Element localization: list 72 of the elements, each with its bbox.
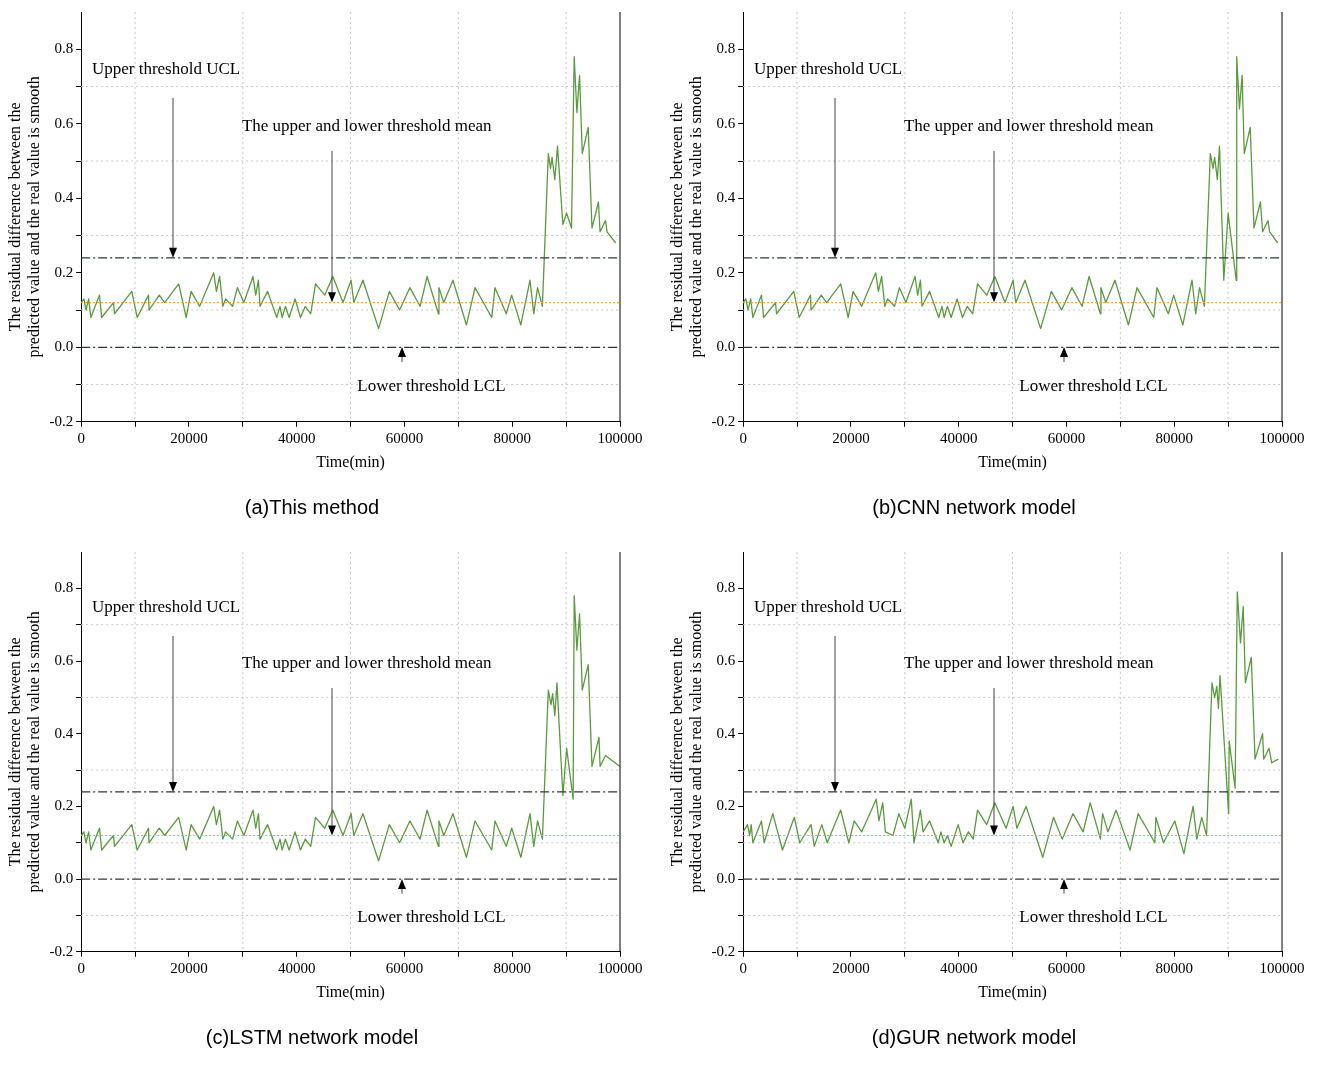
x-tick-label: 80000 — [1155, 959, 1193, 976]
x-tick-label: 20000 — [170, 959, 208, 976]
y-tick-label: -0.2 — [711, 942, 736, 959]
y-tick-label: 0.2 — [716, 797, 736, 814]
ref-line-label: The upper and lower threshold mean — [903, 653, 1155, 673]
x-axis-title: Time(min) — [316, 982, 385, 1001]
y-tick-label: 0.4 — [54, 724, 74, 741]
x-axis-title: Time(min) — [316, 452, 385, 471]
y-tick-label: 0.2 — [716, 263, 736, 280]
text: (b)CNN network model — [872, 495, 1076, 518]
y-tick-label: 0.0 — [716, 870, 736, 887]
y-tick-label: 0.4 — [716, 189, 736, 206]
x-tick-label: 60000 — [385, 429, 424, 446]
y-tick-label: -0.2 — [49, 412, 74, 429]
text: (d)GUR network model — [871, 1025, 1077, 1048]
y-axis-title: The residual difference between the predicted value and the real value is smooth — [5, 611, 43, 893]
ref-line-label: The upper and lower threshold mean — [241, 116, 493, 136]
x-tick-label: 40000 — [939, 959, 978, 976]
x-tick-label: 0 — [77, 959, 85, 976]
x-tick-label: 0 — [739, 429, 747, 446]
x-tick-label: 100000 — [597, 959, 643, 976]
x-tick-label: 60000 — [1047, 429, 1086, 446]
y-tick-label: 0.6 — [716, 114, 736, 131]
x-tick-label: 80000 — [493, 959, 531, 976]
ref-line-label: Lower threshold LCL — [1019, 907, 1168, 927]
x-tick-label: 100000 — [597, 429, 643, 446]
y-axis-title: The residual difference between the predicted value and the real value is smooth — [667, 611, 705, 893]
y-tick-label: 0.4 — [716, 724, 736, 741]
y-tick-label: 0.4 — [54, 189, 74, 206]
x-tick-label: 100000 — [1259, 429, 1305, 446]
x-axis-title: Time(min) — [978, 982, 1047, 1001]
x-axis-title: Time(min) — [978, 452, 1047, 471]
y-axis-title: The residual difference between the predicted value and the real value is smooth — [667, 76, 705, 358]
y-tick-label: 0.8 — [54, 40, 74, 57]
text: (a)This method — [244, 495, 380, 518]
x-tick-label: 60000 — [1047, 959, 1086, 976]
x-tick-label: 40000 — [939, 429, 978, 446]
y-tick-label: 0.0 — [54, 870, 74, 887]
y-tick-label: -0.2 — [49, 942, 74, 959]
x-tick-label: 60000 — [385, 959, 424, 976]
y-tick-label: 0.8 — [54, 579, 74, 596]
x-tick-label: 40000 — [277, 429, 316, 446]
y-tick-label: -0.2 — [711, 412, 736, 429]
text: (c)LSTM network model — [205, 1025, 419, 1048]
y-tick-label: 0.8 — [716, 579, 736, 596]
ref-line-label: Upper threshold UCL — [753, 597, 903, 617]
y-tick-label: 0.6 — [716, 651, 736, 668]
ref-line-label: The upper and lower threshold mean — [903, 116, 1155, 136]
y-tick-label: 0.0 — [54, 338, 74, 355]
x-tick-label: 20000 — [832, 959, 870, 976]
x-tick-label: 100000 — [1259, 959, 1305, 976]
x-tick-label: 80000 — [1155, 429, 1193, 446]
y-tick-label: 0.2 — [54, 797, 74, 814]
x-tick-label: 80000 — [493, 429, 531, 446]
x-tick-label: 20000 — [170, 429, 208, 446]
ref-line-label: The upper and lower threshold mean — [241, 653, 493, 673]
ref-line-label: Upper threshold UCL — [91, 58, 241, 78]
ref-line-label: Lower threshold LCL — [357, 376, 506, 396]
y-tick-label: 0.8 — [716, 40, 736, 57]
ref-line-label: Upper threshold UCL — [91, 597, 241, 617]
ref-line-label: Upper threshold UCL — [753, 58, 903, 78]
y-axis-title: The residual difference between the predicted value and the real value is smooth — [5, 76, 43, 358]
y-tick-label: 0.6 — [54, 114, 74, 131]
y-tick-label: 0.6 — [54, 651, 74, 668]
x-tick-label: 40000 — [277, 959, 316, 976]
y-tick-label: 0.2 — [54, 263, 74, 280]
x-tick-label: 20000 — [832, 429, 870, 446]
y-tick-label: 0.0 — [716, 338, 736, 355]
x-tick-label: 0 — [739, 959, 747, 976]
x-tick-label: 0 — [77, 429, 85, 446]
ref-line-label: Lower threshold LCL — [357, 907, 506, 927]
ref-line-label: Lower threshold LCL — [1019, 376, 1168, 396]
